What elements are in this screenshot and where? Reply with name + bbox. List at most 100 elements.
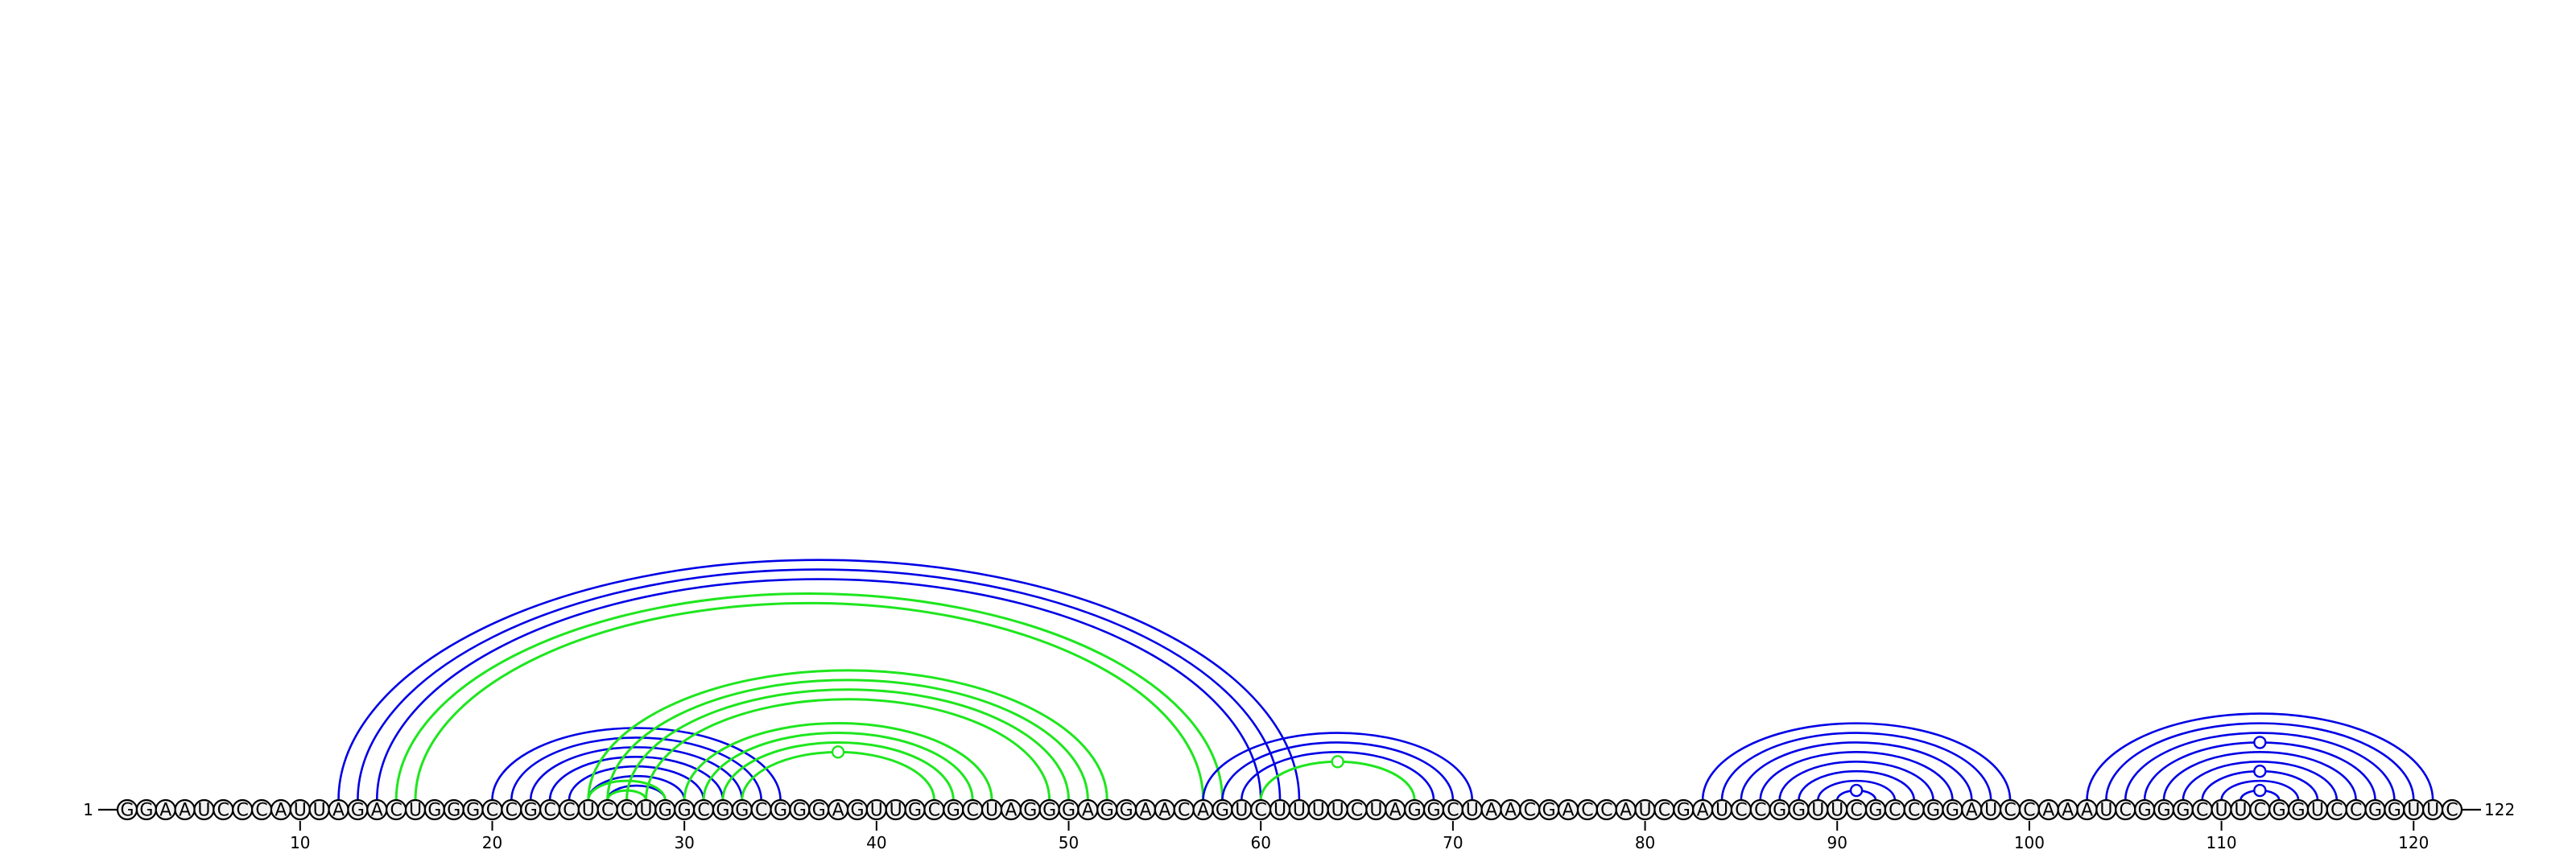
nucleotide-38: A — [828, 798, 849, 821]
nucleotide-6: C — [213, 798, 234, 821]
base-pair-arc-28-49 — [644, 698, 1051, 801]
nucleotide-42: G — [904, 798, 926, 821]
nucleotide-61: U — [1269, 798, 1291, 821]
nucleotide-118: G — [2364, 798, 2386, 821]
nucleotide-letter: G — [1062, 801, 1075, 821]
nucleotide-34: C — [750, 798, 772, 821]
nucleotide-51: A — [1077, 798, 1099, 821]
nucleotide-15: C — [386, 798, 407, 821]
nucleotide-31: C — [692, 798, 715, 821]
nucleotide-letter: U — [870, 801, 883, 821]
nucleotide-letter: U — [985, 801, 998, 821]
nucleotide-40: U — [865, 798, 887, 821]
nucleotide-17: G — [423, 798, 445, 821]
nucleotide-letter: G — [1042, 801, 1056, 821]
nucleotide-85: C — [1730, 798, 1752, 821]
nucleotide-90: U — [1827, 798, 1848, 821]
nucleotide-letter: C — [1524, 801, 1536, 821]
nucleotide-letter: U — [1831, 801, 1843, 821]
base-pair-arc-22-33 — [529, 746, 744, 801]
base-pair-arc-107-117 — [2162, 751, 2357, 801]
nucleotide-81: C — [1653, 798, 1675, 821]
nucleotide-94: C — [1903, 798, 1925, 821]
nucleotide-letter: C — [2196, 801, 2208, 821]
nucleotide-letter: C — [1447, 801, 1459, 821]
tick-label-60: 60 — [1250, 833, 1270, 852]
base-pair-arc-31-45 — [702, 732, 974, 801]
nucleotide-93: C — [1884, 798, 1905, 821]
nucleotide-27: C — [616, 798, 638, 821]
base-pair-arc-12-62 — [337, 559, 1301, 801]
base-pair-arc-25-30 — [587, 774, 686, 801]
base-pair-arc-88-94 — [1798, 770, 1915, 801]
nucleotide-letter: G — [1792, 801, 1806, 821]
loop-marker-60-68 — [1331, 755, 1344, 769]
nucleotide-letter: G — [139, 801, 153, 821]
nucleotide-letter: A — [332, 801, 345, 821]
nucleotide-letter: A — [1966, 801, 1978, 821]
nucleotide-54: A — [1134, 798, 1157, 821]
nucleotide-110: U — [2211, 798, 2232, 821]
nucleotide-29: G — [654, 798, 676, 821]
nucleotide-letter: C — [1754, 801, 1766, 821]
nucleotide-letter: G — [1773, 801, 1786, 821]
nucleotide-45: C — [962, 798, 984, 821]
base-pair-arc-86-96 — [1759, 751, 1954, 801]
nucleotide-letter: U — [2234, 801, 2247, 821]
nucleotide-69: G — [1422, 798, 1445, 821]
nucleotide-68: G — [1404, 798, 1426, 821]
nucleotide-letter: A — [2081, 801, 2093, 821]
nucleotide-letter: G — [658, 801, 672, 821]
nucleotide-letter: C — [1581, 801, 1593, 821]
nucleotide-122: C — [2441, 798, 2463, 821]
nucleotide-letter: G — [2388, 801, 2401, 821]
nucleotide-letter: G — [850, 801, 864, 821]
base-pair-arc-30-46 — [683, 722, 993, 801]
nucleotide-letter: C — [621, 801, 633, 821]
nucleotide-102: A — [2057, 798, 2079, 821]
base-pair-arc-15-58 — [394, 592, 1224, 801]
nucleotide-87: G — [1769, 798, 1790, 821]
nucleotide-letter: G — [466, 801, 480, 821]
nucleotide-letter: A — [1005, 801, 1017, 821]
nucleotide-10: U — [289, 798, 311, 821]
nucleotide-98: U — [1980, 798, 2002, 821]
nucleotide-84: U — [1711, 798, 1733, 821]
nucleotide-letter: C — [755, 801, 767, 821]
nucleotide-9: A — [270, 798, 292, 821]
nucleotide-letter: G — [2368, 801, 2382, 821]
nucleotide-letter: U — [1235, 801, 1248, 821]
nucleotide-letter: C — [563, 801, 575, 821]
nucleotide-33: G — [731, 798, 753, 821]
nucleotide-letter: C — [1351, 801, 1363, 821]
nucleotide-83: A — [1692, 798, 1714, 821]
nucleotide-letter: A — [2042, 801, 2054, 821]
nucleotide-letter: C — [1255, 801, 1267, 821]
nucleotide-43: C — [923, 798, 945, 821]
nucleotide-letter: C — [928, 801, 940, 821]
loop-marker-109-115 — [2253, 764, 2267, 778]
nucleotide-letter: C — [1889, 801, 1901, 821]
nucleotide-letter: G — [1542, 801, 1556, 821]
sequence-start-label: 1 — [83, 800, 93, 819]
nucleotide-11: U — [308, 798, 330, 821]
nucleotide-59: U — [1231, 798, 1253, 821]
nucleotide-letter: G — [908, 801, 922, 821]
nucleotide-letter: G — [1216, 801, 1229, 821]
nucleotide-letter: C — [1600, 801, 1612, 821]
nucleotide-letter: G — [774, 801, 787, 821]
nucleotide-76: A — [1557, 798, 1579, 821]
nucleotide-35: G — [770, 798, 791, 821]
nucleotide-7: C — [232, 798, 254, 821]
base-pair-arc-26-28 — [606, 789, 647, 801]
nucleotide-37: G — [808, 798, 830, 821]
nucleotide-21: C — [501, 798, 522, 821]
nucleotide-72: A — [1480, 798, 1502, 821]
base-pair-arc-108-116 — [2182, 761, 2339, 801]
nucleotide-letter: U — [1312, 801, 1325, 821]
nucleotide-3: A — [155, 798, 176, 821]
nucleotide-111: U — [2230, 798, 2252, 821]
nucleotide-letter: A — [159, 801, 171, 821]
nucleotide-62: U — [1288, 798, 1311, 821]
